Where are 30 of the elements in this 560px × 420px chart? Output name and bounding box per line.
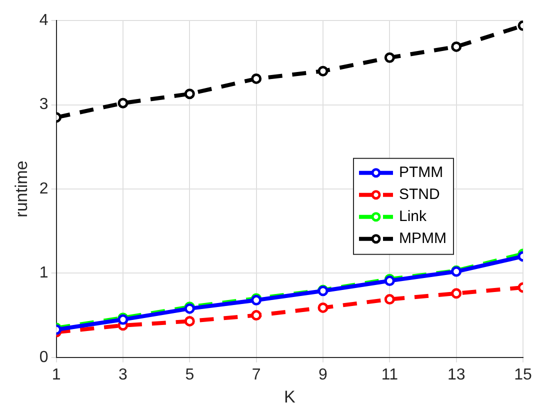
x-tick-label: 3: [118, 366, 128, 384]
y-tick-label: 3: [39, 96, 48, 114]
x-tick-label: 13: [447, 366, 466, 384]
x-tick-label: 15: [514, 366, 532, 384]
point: [318, 302, 328, 313]
legend-label: STND: [399, 186, 440, 203]
y-tick-label: 4: [39, 12, 48, 30]
point: [318, 66, 328, 76]
point: [384, 294, 395, 305]
y-axis-title: runtime: [12, 160, 31, 218]
point: [384, 52, 395, 63]
point: [184, 316, 195, 326]
x-tick-label: 5: [185, 366, 194, 384]
y-tick-label: 1: [39, 264, 48, 282]
legend-label: PTMM: [399, 164, 444, 181]
point: [251, 73, 262, 84]
point: [451, 288, 462, 299]
point: [118, 98, 128, 108]
legend-label: Link: [399, 208, 428, 225]
x-tick-label: 9: [318, 366, 328, 384]
y-tick-label: 2: [39, 180, 48, 198]
point: [451, 41, 462, 52]
x-tick-label: 1: [52, 366, 61, 384]
legend-label: MPMM: [399, 230, 446, 247]
x-axis-title: K: [284, 387, 296, 406]
x-tick-label: 7: [252, 366, 261, 384]
point: [251, 310, 262, 321]
point: [184, 88, 195, 100]
y-tick-label: 0: [39, 348, 48, 366]
x-tick-label: 11: [381, 366, 398, 384]
